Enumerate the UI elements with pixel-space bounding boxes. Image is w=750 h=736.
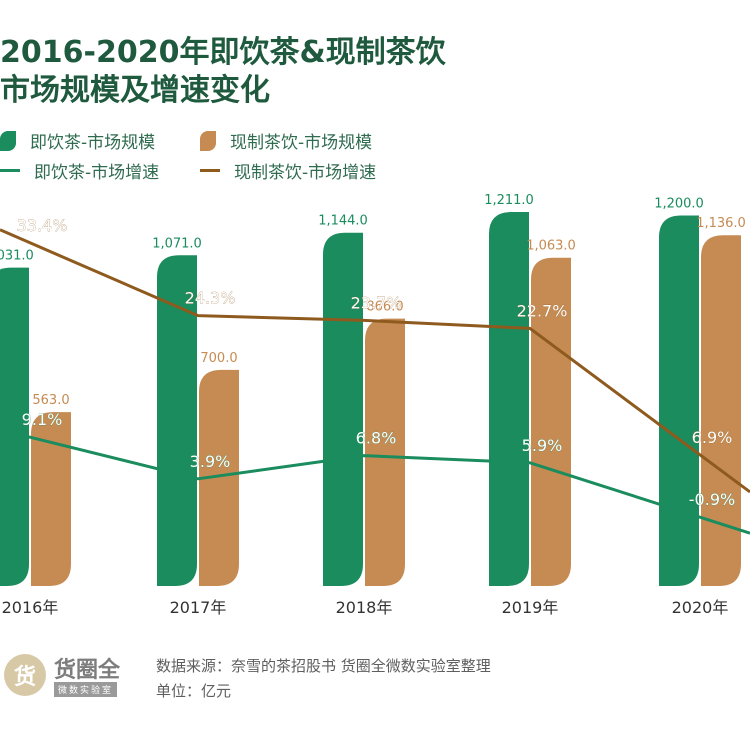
bar — [157, 255, 197, 586]
legend-item-rtd-growth: 即饮茶-市场增速 — [0, 158, 159, 183]
bar — [0, 267, 29, 586]
bar — [701, 235, 741, 587]
bar — [365, 318, 405, 586]
bar-value-label: 1,063.0 — [526, 239, 576, 254]
x-tick-label: 2020年 — [672, 598, 729, 617]
x-tick-label: 2017年 — [170, 598, 227, 617]
bar-value-label: 866.0 — [366, 300, 403, 315]
data-source: 数据来源：奈雪的茶招股书 货圈全微数实验室整理 — [156, 657, 491, 675]
legend-line-icon — [200, 169, 220, 172]
legend-item-fresh-size: 现制茶饮-市场规模 — [200, 128, 372, 153]
line-value-label: 22.7% — [517, 301, 568, 320]
bar — [531, 257, 571, 586]
bar-value-label: 1,071.0 — [152, 236, 202, 251]
line-value-label: 33.4% — [17, 216, 68, 235]
logo-tagline: 微数实验室 — [54, 682, 118, 697]
legend-item-rtd-size: 即饮茶-市场规模 — [0, 128, 155, 153]
legend-leaf-icon — [0, 130, 16, 151]
line-value-label: 6.8% — [356, 429, 397, 448]
bar-value-label: 1,144.0 — [318, 214, 368, 229]
unit-note: 单位：亿元 — [156, 682, 232, 700]
bar-value-label: 700.0 — [200, 351, 237, 366]
line-value-label: 6.9% — [692, 428, 733, 447]
chart-title: 2016-2020年即饮茶&现制茶饮 市场规模及增速变化 — [0, 35, 446, 108]
bar — [199, 369, 239, 586]
logo-badge-icon: 货 — [4, 654, 46, 696]
bar — [489, 212, 529, 586]
bar-value-label: 1,031.0 — [0, 249, 34, 264]
legend-item-fresh-growth: 现制茶饮-市场增速 — [200, 158, 376, 183]
line-value-label: 24.3% — [185, 289, 236, 308]
legend-label: 即饮茶-市场规模 — [30, 133, 156, 153]
x-tick-label: 2018年 — [336, 598, 393, 617]
x-tick-label: 2019年 — [502, 598, 559, 617]
bar-value-label: 1,200.0 — [654, 196, 704, 211]
line-value-label: 23.7% — [351, 293, 402, 312]
series-line — [0, 228, 750, 494]
source-note: 数据来源：奈雪的茶招股书 货圈全微数实验室整理 单位：亿元 — [156, 654, 491, 704]
bar — [31, 412, 71, 586]
logo-name: 货圈全 — [54, 658, 121, 683]
line-value-label: -0.9% — [689, 490, 735, 509]
legend-leaf-icon — [200, 130, 216, 151]
chart-canvas: 1,031.0 1,071.0 1,144.0 1,211.0 1,200.0 563.0… — [0, 193, 750, 617]
legend-label: 现制茶饮-市场增速 — [234, 163, 377, 183]
legend: 即饮茶-市场规模 现制茶饮-市场规模 即饮茶-市场增速 现制茶饮-市场增速 — [0, 128, 750, 188]
bar-value-label: 563.0 — [32, 393, 69, 408]
series-line — [0, 428, 750, 535]
bar-value-label: 1,211.0 — [484, 193, 534, 208]
legend-line-icon — [0, 169, 20, 172]
line-value-label: 3.9% — [190, 452, 231, 471]
line-value-label: 5.9% — [522, 436, 563, 455]
bar — [659, 215, 699, 586]
brand-logo: 货 货圈全 微数实验室 — [4, 650, 144, 700]
legend-label: 现制茶饮-市场规模 — [230, 133, 373, 153]
line-value-label: 9.1% — [22, 410, 63, 429]
bar — [323, 232, 363, 587]
x-tick-label: 2016年 — [2, 598, 59, 617]
legend-label: 即饮茶-市场增速 — [34, 163, 160, 183]
bar-value-label: 1,136.0 — [696, 216, 746, 231]
